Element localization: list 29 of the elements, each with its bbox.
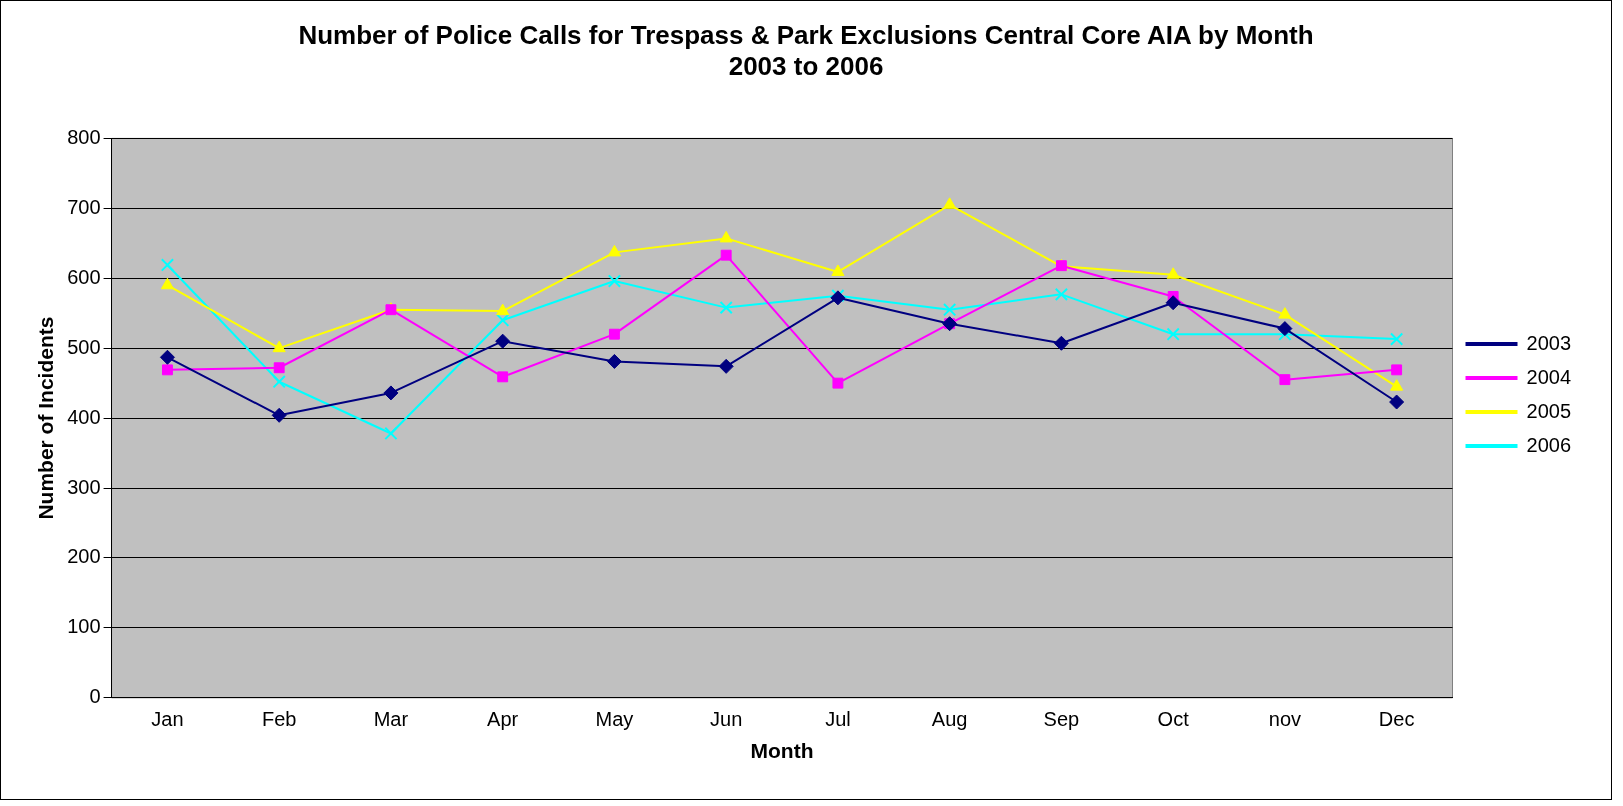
- x-tick-label: Apr: [487, 708, 519, 731]
- x-tick-label: Jul: [825, 708, 851, 731]
- x-tick-label: Sep: [1043, 708, 1080, 731]
- y-tick-label: 800: [67, 125, 101, 148]
- x-tick-label: nov: [1268, 708, 1302, 731]
- chart-title: Number of Police Calls for Trespass & Park Exclusions Central Core AIA by Month: [298, 19, 1314, 50]
- legend-label: 2003: [1526, 331, 1572, 354]
- legend-label: 2006: [1526, 433, 1572, 456]
- y-tick-label: 600: [67, 265, 101, 288]
- x-tick-label: Dec: [1378, 708, 1415, 731]
- x-tick-label: Aug: [931, 708, 968, 731]
- y-axis-title: Number of Incidents: [34, 316, 58, 520]
- x-axis-title: Month: [750, 739, 814, 763]
- x-tick-label: May: [595, 708, 634, 731]
- y-tick-label: 700: [67, 195, 101, 218]
- y-tick-label: 0: [89, 685, 101, 708]
- y-tick-label: 100: [67, 615, 101, 638]
- y-tick-label: 300: [67, 475, 101, 498]
- legend-label: 2005: [1526, 399, 1572, 422]
- y-tick-label: 200: [67, 545, 101, 568]
- x-tick-label: Mar: [373, 708, 409, 731]
- y-tick-label: 400: [67, 405, 101, 428]
- x-tick-label: Jun: [710, 708, 743, 731]
- x-tick-label: Feb: [261, 708, 297, 731]
- x-tick-label: Oct: [1157, 708, 1190, 731]
- y-tick-label: 500: [67, 335, 101, 358]
- chart-subtitle: 2003 to 2006: [728, 50, 884, 81]
- legend-label: 2004: [1526, 365, 1572, 388]
- x-tick-label: Jan: [151, 708, 184, 731]
